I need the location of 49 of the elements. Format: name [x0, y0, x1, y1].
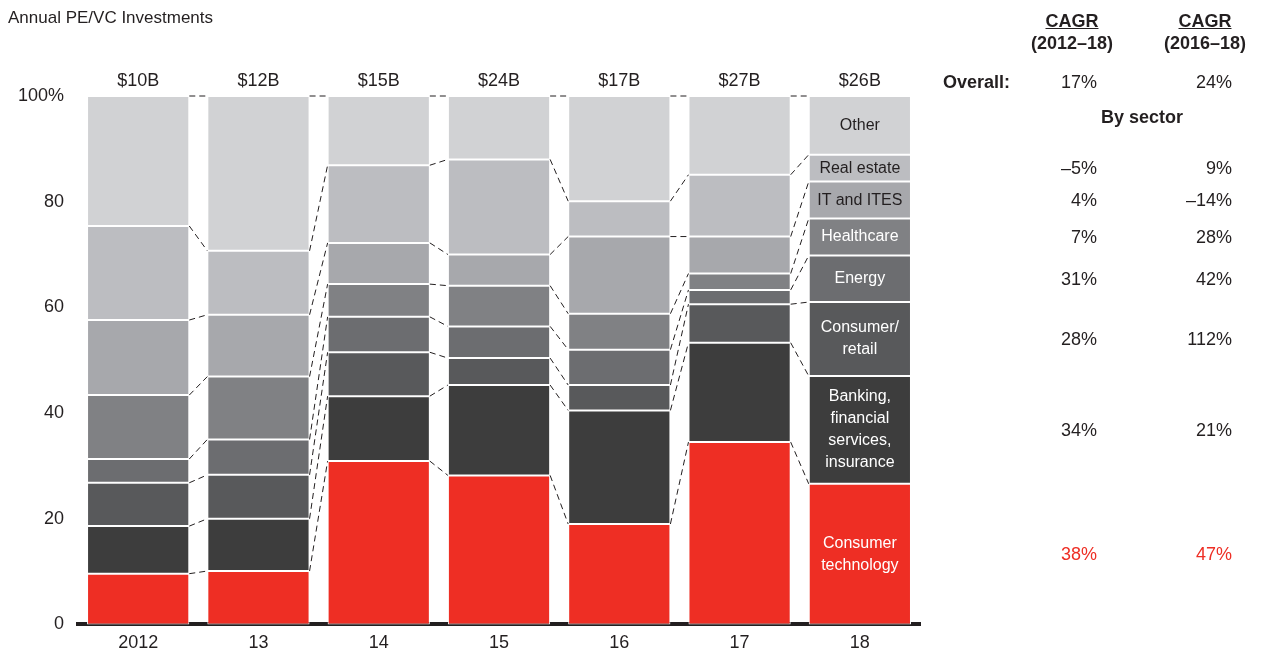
text: 42% [1195, 268, 1232, 290]
text: CAGR (2016–18) [1162, 10, 1248, 54]
x-tick-label: 17 [729, 632, 750, 653]
x-tick-label: 16 [609, 632, 630, 653]
text: 47% [1195, 543, 1232, 565]
text: CAGR (2012–18) [1029, 10, 1115, 54]
x-tick-label: 15 [489, 632, 510, 653]
chart-title: Annual PE/VC Investments [8, 8, 214, 28]
y-tick-label: 20 [44, 507, 65, 528]
text: 28% [1195, 226, 1232, 248]
text: 21% [1195, 419, 1232, 441]
series-label: Banking, financial services, insurance [825, 387, 895, 471]
text: –5% [1060, 157, 1097, 179]
x-tick-label: 14 [368, 632, 389, 653]
text: –14% [1185, 189, 1232, 211]
text: 4% [1070, 189, 1097, 211]
y-tick-label: 40 [44, 402, 65, 423]
annotation: $12B [237, 69, 280, 90]
y-tick-label: 80 [44, 190, 65, 211]
annotation: $26B [838, 69, 881, 90]
x-tick-label: 18 [849, 632, 870, 653]
series-label: Consumer/ retail [820, 318, 900, 358]
y-tick-label: 60 [44, 296, 65, 317]
x-tick-label: 2012 [118, 632, 159, 653]
text: 112% [1187, 328, 1232, 350]
y-tick-label: 100% [17, 84, 65, 105]
text: 24% [1195, 71, 1232, 93]
annotation: $15B [357, 69, 400, 90]
series-label: IT and ITES [817, 190, 903, 208]
text: 9% [1205, 157, 1232, 179]
text: 31% [1060, 268, 1097, 290]
text: 7% [1070, 226, 1097, 248]
annotation: $10B [117, 69, 160, 90]
y-tick-label: 0 [54, 613, 65, 634]
text: By sector [1100, 106, 1184, 128]
series-label: Real estate [819, 158, 901, 176]
series-label: Other [839, 115, 881, 133]
text: 38% [1060, 543, 1097, 565]
text: 28% [1060, 328, 1097, 350]
series-label: Consumer technology [821, 533, 899, 573]
series-label: Healthcare [821, 227, 899, 245]
series-label: Energy [834, 269, 886, 287]
annotation: $27B [718, 69, 761, 90]
x-tick-label: 13 [248, 632, 269, 653]
text: Overall: [943, 71, 1011, 93]
annotation: $17B [598, 69, 641, 90]
annotation: $24B [478, 69, 521, 90]
text: 34% [1060, 419, 1097, 441]
text: 17% [1060, 71, 1097, 93]
